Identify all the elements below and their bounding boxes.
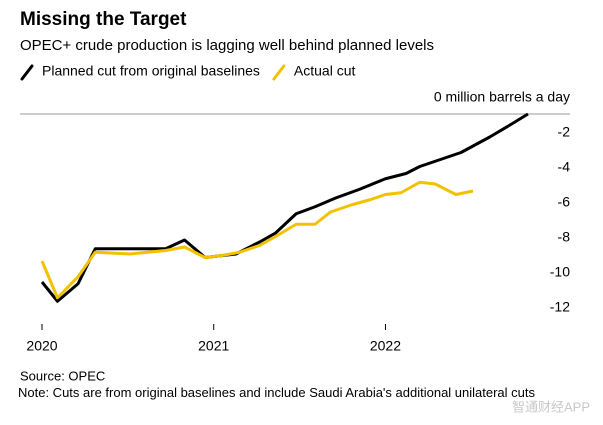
- legend-label: Planned cut from original baselines: [42, 63, 260, 79]
- x-tick-label: 2021: [198, 338, 229, 354]
- x-tick-label: 2020: [26, 338, 57, 354]
- series-line: [40, 180, 474, 300]
- y-tick-label: -10: [550, 264, 570, 280]
- y-tick-label: -8: [558, 229, 571, 245]
- chart-subtitle: OPEC+ crude production is lagging well b…: [20, 37, 434, 54]
- note-box: Note: Cuts are from original baselines a…: [18, 385, 536, 400]
- series-line: [40, 112, 529, 303]
- legend-swatch: [272, 64, 286, 81]
- watermark: 智通财经APP: [512, 399, 590, 414]
- y-tick-label: -4: [558, 159, 571, 175]
- chart-title: Missing the Target: [20, 9, 187, 30]
- y-tick-label: 0 million barrels a day: [434, 89, 570, 105]
- source: Source: OPEC: [20, 368, 105, 383]
- y-tick-label: -6: [558, 194, 571, 210]
- note: Note: Cuts are from original baselines a…: [18, 385, 536, 400]
- legend-swatch: [20, 64, 34, 81]
- legend-label: Actual cut: [294, 63, 356, 79]
- y-tick-label: -2: [558, 124, 571, 140]
- x-tick-label: 2022: [370, 338, 401, 354]
- y-tick-label: -12: [550, 299, 570, 315]
